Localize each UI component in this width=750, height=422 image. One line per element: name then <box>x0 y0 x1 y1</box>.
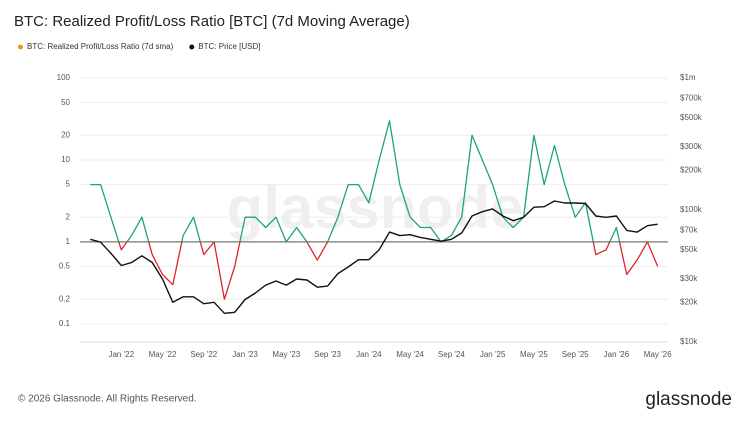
legend: BTC: Realized Profit/Loss Ratio (7d sma)… <box>18 42 261 51</box>
x-tick-label: May '22 <box>149 350 177 359</box>
y2-tick-label: $300k <box>680 142 703 151</box>
y-tick-label: 50 <box>61 98 70 107</box>
x-tick-label: Jan '24 <box>356 350 382 359</box>
x-tick-label: May '24 <box>396 350 424 359</box>
y-tick-label: 1 <box>66 237 71 246</box>
y2-tick-label: $200k <box>680 165 703 174</box>
y2-tick-label: $20k <box>680 297 698 306</box>
logo: glassnode <box>645 389 732 410</box>
y-tick-label: 10 <box>61 155 70 164</box>
y-tick-label: 0.2 <box>59 294 71 303</box>
x-tick-label: Jan '25 <box>480 350 506 359</box>
y2-tick-label: $100k <box>680 205 703 214</box>
y2-tick-label: $700k <box>680 94 703 103</box>
y2-tick-label: $70k <box>680 226 698 235</box>
x-tick-label: Jan '22 <box>108 350 134 359</box>
y-tick-label: 20 <box>61 130 70 139</box>
x-tick-label: Sep '22 <box>190 350 217 359</box>
y-tick-label: 5 <box>66 180 71 189</box>
y2-tick-label: $10k <box>680 337 698 346</box>
x-tick-label: May '25 <box>520 350 548 359</box>
x-tick-label: Jan '23 <box>232 350 258 359</box>
x-tick-label: Jan '26 <box>604 350 630 359</box>
series-line <box>90 200 658 314</box>
watermark: glassnode <box>227 174 524 241</box>
legend-marker <box>189 44 195 50</box>
legend-marker <box>18 44 23 50</box>
y-tick-label: 0.5 <box>59 262 71 271</box>
x-tick-label: Sep '23 <box>314 350 341 359</box>
series-line <box>90 120 659 300</box>
x-tick-label: May '23 <box>272 350 300 359</box>
x-tick-label: Sep '25 <box>562 350 589 359</box>
y2-tick-label: $500k <box>680 113 703 122</box>
x-tick-label: May '26 <box>644 350 672 359</box>
y-tick-label: 2 <box>66 212 71 221</box>
y-tick-label: 100 <box>57 73 71 82</box>
x-tick-label: Sep '24 <box>438 350 465 359</box>
y2-tick-label: $30k <box>680 274 698 283</box>
legend-label: BTC: Price [USD] <box>198 42 260 51</box>
y2-tick-label: $1m <box>680 73 696 82</box>
chart-title: BTC: Realized Profit/Loss Ratio [BTC] (7… <box>14 13 410 30</box>
legend-label: BTC: Realized Profit/Loss Ratio (7d sma) <box>27 42 174 51</box>
y2-tick-label: $50k <box>680 245 698 254</box>
footer: © 2026 Glassnode. All Rights Reserved. <box>18 394 197 405</box>
y-tick-label: 0.1 <box>59 319 71 328</box>
